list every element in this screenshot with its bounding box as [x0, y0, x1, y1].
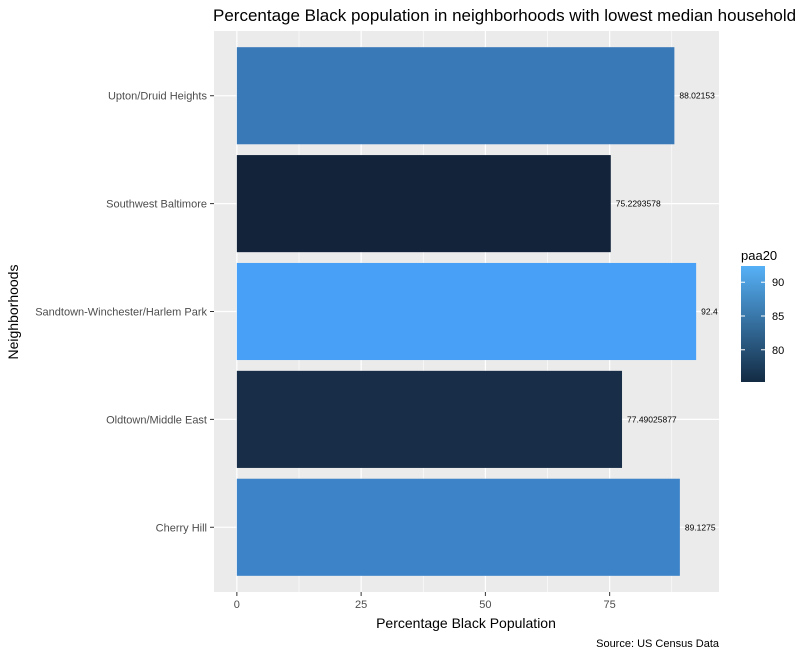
bar	[236, 47, 675, 145]
source-caption: Source: US Census Data	[596, 638, 720, 650]
y-tick-label: Oldtown/Middle East	[106, 414, 207, 426]
x-tick-label: 25	[355, 599, 367, 611]
bar	[236, 370, 623, 468]
legend-tick-label: 90	[772, 277, 784, 289]
x-axis-title: Percentage Black Population	[376, 615, 556, 631]
bar	[236, 262, 697, 361]
legend-colorbar	[741, 266, 765, 382]
y-tick-label: Cherry Hill	[156, 522, 207, 534]
bar	[236, 155, 611, 253]
y-tick-label: Sandtown-Winchester/Harlem Park	[35, 307, 207, 319]
legend-title: paa20	[741, 248, 777, 263]
y-tick-label: Southwest Baltimore	[106, 199, 207, 211]
y-tick-label: Upton/Druid Heights	[108, 91, 208, 103]
data-label: 88.02153	[679, 91, 715, 101]
data-label: 92.4	[701, 307, 718, 317]
y-axis-title: Neighborhoods	[5, 265, 21, 360]
bar	[236, 478, 680, 576]
data-labels: 89.1275 77.49025877 92.4 75.2293578 88.02153	[616, 91, 718, 533]
y-axis-ticks: Cherry Hill Oldtown/Middle East Sandtown-W…	[35, 91, 214, 534]
legend-tick-label: 80	[772, 345, 784, 357]
data-label: 75.2293578	[616, 199, 661, 209]
legend-tick-label: 85	[772, 311, 784, 323]
chart-title: Percentage Black population in neighborh…	[213, 6, 800, 25]
x-axis-ticks: 0 25 50 75	[234, 592, 616, 611]
x-tick-label: 75	[604, 599, 616, 611]
legend-ticks: 80 85 90	[741, 277, 784, 357]
x-tick-label: 0	[234, 599, 240, 611]
data-label: 89.1275	[685, 522, 716, 532]
bars	[236, 47, 697, 576]
legend: paa20 80 85 90	[741, 248, 784, 382]
data-label: 77.49025877	[627, 414, 677, 424]
x-tick-label: 50	[479, 599, 491, 611]
